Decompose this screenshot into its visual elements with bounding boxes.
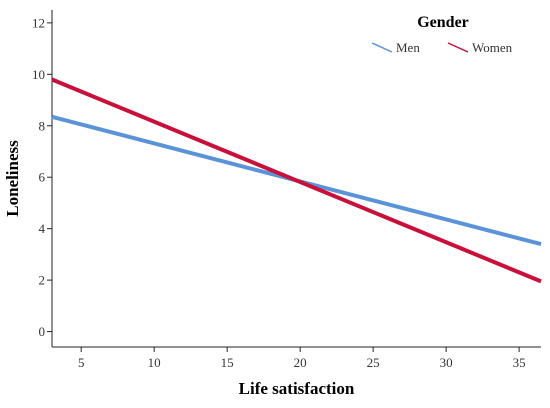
series-line-women bbox=[51, 77, 542, 284]
y-tick-label: 0 bbox=[39, 324, 46, 339]
y-axis-ticks: 0 2 4 6 8 10 12 bbox=[32, 15, 52, 339]
y-axis-title: Loneliness bbox=[3, 140, 22, 217]
y-tick-label: 6 bbox=[39, 170, 46, 185]
x-tick-label: 25 bbox=[367, 355, 380, 370]
x-tick-label: 35 bbox=[513, 355, 526, 370]
legend-label-women: Women bbox=[472, 40, 513, 55]
x-tick-label: 15 bbox=[221, 355, 234, 370]
y-tick-label: 2 bbox=[39, 273, 46, 288]
x-axis-title: Life satisfaction bbox=[239, 379, 355, 398]
y-tick-label: 10 bbox=[32, 67, 45, 82]
legend-swatch-women bbox=[447, 42, 469, 53]
legend-swatch-men bbox=[371, 42, 393, 53]
legend-title: Gender bbox=[417, 14, 469, 31]
legend-label-men: Men bbox=[396, 40, 420, 55]
y-tick-label: 8 bbox=[39, 118, 46, 133]
x-tick-label: 30 bbox=[440, 355, 453, 370]
axes bbox=[51, 10, 541, 348]
legend: Gender Men Women bbox=[371, 14, 513, 55]
x-tick-label: 10 bbox=[148, 355, 161, 370]
y-tick-label: 12 bbox=[32, 15, 45, 30]
series-lines bbox=[51, 77, 542, 284]
x-tick-label: 5 bbox=[78, 355, 85, 370]
x-axis-ticks: 5 10 15 20 25 30 35 bbox=[78, 347, 526, 370]
x-tick-label: 20 bbox=[294, 355, 307, 370]
y-tick-label: 4 bbox=[39, 221, 46, 236]
